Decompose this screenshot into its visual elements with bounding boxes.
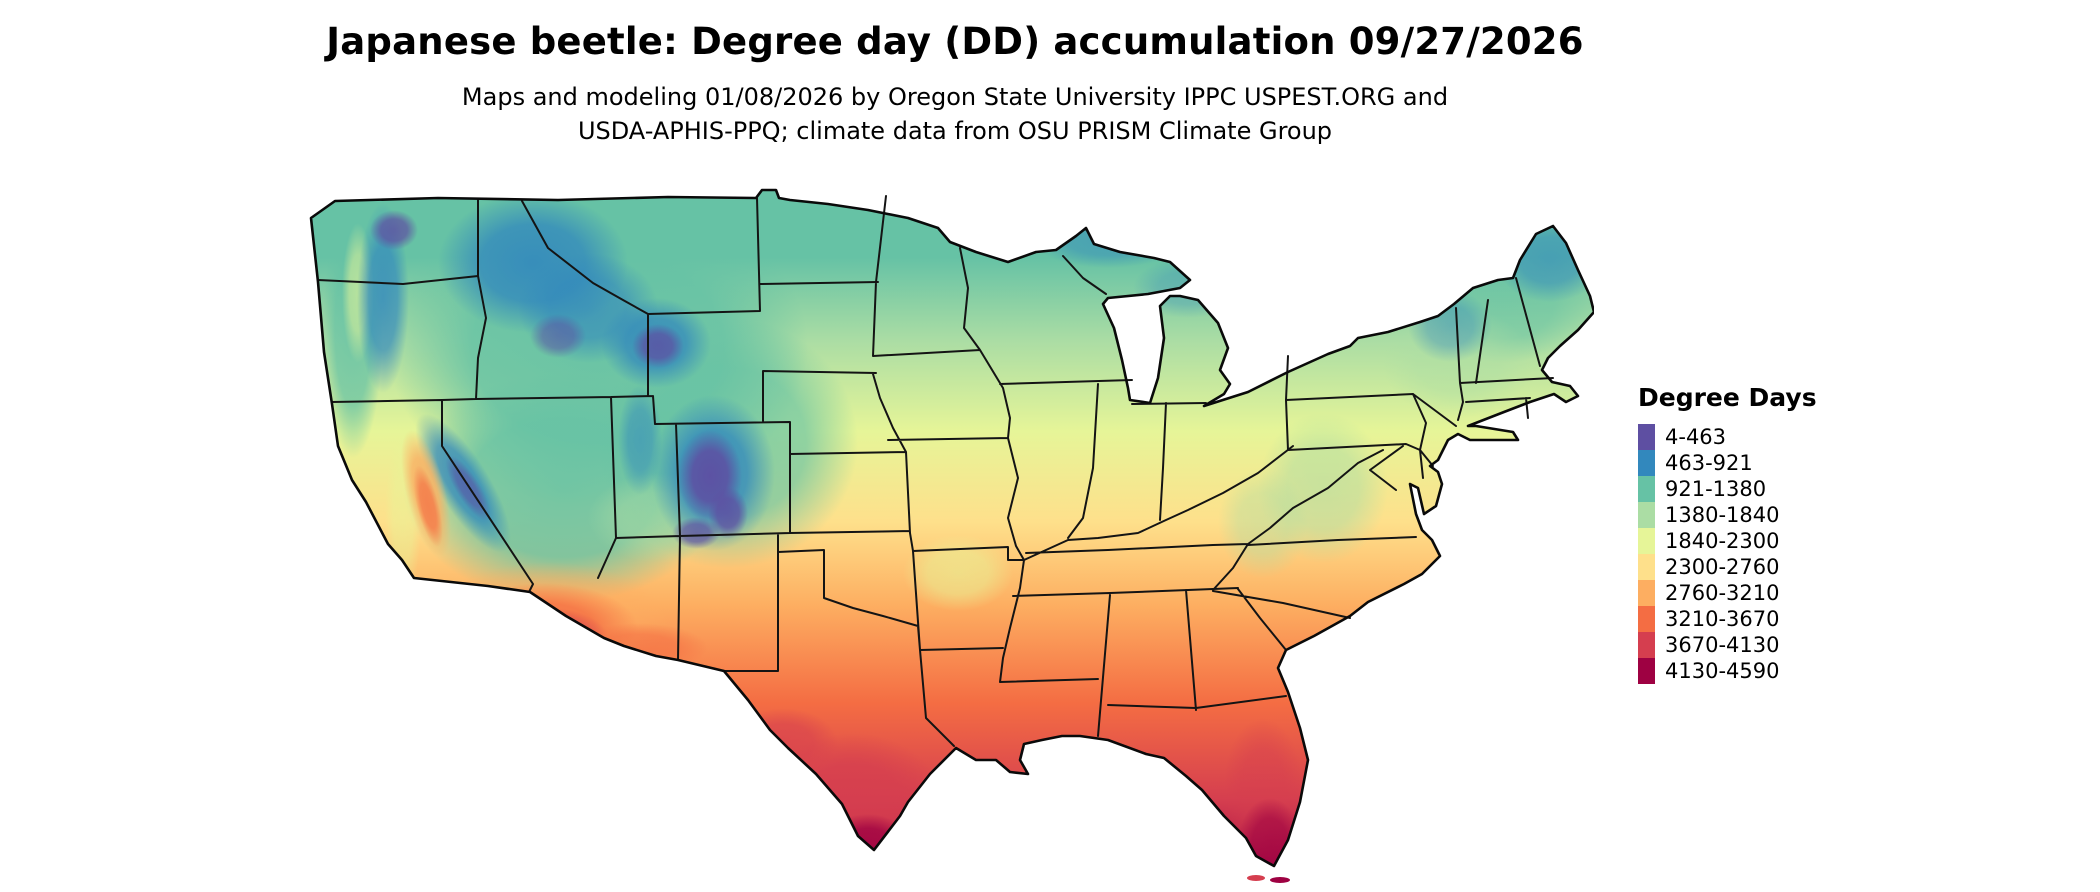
legend-label: 4-463 xyxy=(1665,425,1727,449)
legend-swatch xyxy=(1638,424,1655,450)
us-map-svg xyxy=(309,188,1594,883)
legend-item: 4130-4590 xyxy=(1638,658,1878,684)
legend-swatch xyxy=(1638,528,1655,554)
legend-swatch xyxy=(1638,658,1655,684)
legend-label: 4130-4590 xyxy=(1665,659,1780,683)
legend-label: 2760-3210 xyxy=(1665,581,1780,605)
legend-item: 1840-2300 xyxy=(1638,528,1878,554)
legend-item: 2300-2760 xyxy=(1638,554,1878,580)
page-subtitle: Maps and modeling 01/08/2026 by Oregon S… xyxy=(461,83,1449,146)
legend-swatch xyxy=(1638,606,1655,632)
legend-item: 3670-4130 xyxy=(1638,632,1878,658)
legend-item: 4-463 xyxy=(1638,424,1878,450)
legend-item: 2760-3210 xyxy=(1638,580,1878,606)
legend-item: 3210-3670 xyxy=(1638,606,1878,632)
legend-swatch xyxy=(1638,632,1655,658)
legend-item: 463-921 xyxy=(1638,450,1878,476)
legend-label: 1840-2300 xyxy=(1665,529,1780,553)
legend-swatch xyxy=(1638,502,1655,528)
legend-label: 2300-2760 xyxy=(1665,555,1780,579)
legend-swatch xyxy=(1638,476,1655,502)
legend-item: 1380-1840 xyxy=(1638,502,1878,528)
legend-item: 921-1380 xyxy=(1638,476,1878,502)
legend-swatch xyxy=(1638,450,1655,476)
legend-label: 463-921 xyxy=(1665,451,1753,475)
legend-swatch xyxy=(1638,580,1655,606)
state-borders xyxy=(317,195,1554,747)
degree-days-legend: Degree Days 4-463 463-921 921-1380 1380-… xyxy=(1638,383,1878,684)
legend-title: Degree Days xyxy=(1638,383,1817,412)
legend-label: 3210-3670 xyxy=(1665,607,1780,631)
us-outline xyxy=(309,188,1594,868)
us-degree-day-map xyxy=(308,188,1594,884)
page-title: Japanese beetle: Degree day (DD) accumul… xyxy=(326,20,1584,63)
legend-label: 921-1380 xyxy=(1665,477,1767,501)
legend-label: 3670-4130 xyxy=(1665,633,1780,657)
florida-keys xyxy=(1247,875,1290,883)
legend-swatch xyxy=(1638,554,1655,580)
legend-label: 1380-1840 xyxy=(1665,503,1780,527)
